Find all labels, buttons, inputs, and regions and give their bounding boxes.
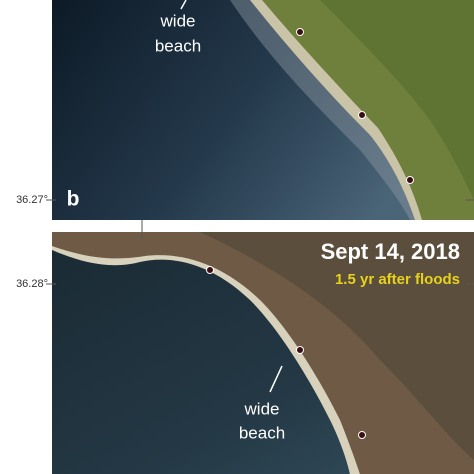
pointer-line: [180, 0, 187, 10]
pointer-line: [269, 365, 283, 393]
annotation: beach: [155, 36, 201, 55]
marker: [358, 111, 366, 119]
marker: [296, 346, 304, 354]
panel-subtitle: 1.5 yr after floods: [335, 271, 460, 288]
panel-label: b: [67, 188, 80, 211]
satellite-image-bottom: [52, 232, 474, 474]
latitude-label: 36.27°: [16, 194, 48, 206]
annotation: wide: [160, 11, 196, 30]
panel-title: Sept 14, 2018: [321, 239, 460, 264]
latitude-label: 36.28°: [16, 278, 48, 290]
satellite-image-top: [52, 0, 474, 220]
marker: [296, 28, 304, 36]
marker: [406, 176, 414, 184]
marker: [358, 431, 366, 439]
marker: [206, 266, 214, 274]
annotation: beach: [239, 423, 285, 442]
annotation: wide: [244, 399, 280, 418]
